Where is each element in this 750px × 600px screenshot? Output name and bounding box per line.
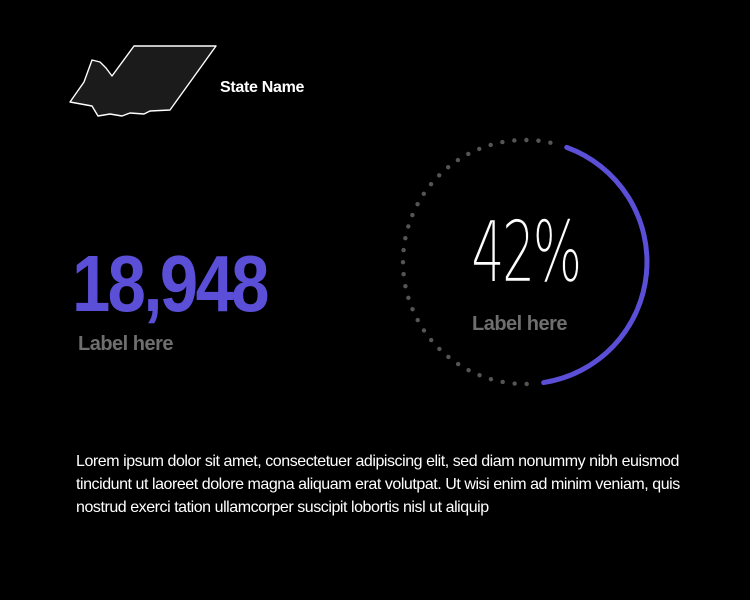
- state-name: State Name: [220, 79, 305, 96]
- gauge-track-dot: [548, 140, 553, 145]
- gauge-percent: 42%: [471, 203, 582, 301]
- gauge-progress-arc: [541, 144, 650, 386]
- stat-value: 18,948: [72, 239, 270, 328]
- body-paragraph: Lorem ipsum dolor sit amet, consectetuer…: [76, 453, 680, 516]
- gauge-track-dot: [477, 146, 482, 152]
- gauge-track-dot: [455, 361, 461, 367]
- gauge-track-dot: [415, 201, 420, 207]
- gauge-track: [400, 137, 553, 387]
- gauge-track-dot: [410, 306, 415, 312]
- gauge-track-dot: [524, 381, 529, 387]
- gauge-track-dot: [410, 212, 415, 218]
- gauge-track-dot: [488, 376, 494, 382]
- gauge-track-dot: [436, 173, 442, 178]
- gauge-track-dot: [488, 142, 493, 148]
- gauge-track-dot: [512, 381, 517, 386]
- gauge-track-dot: [421, 328, 427, 333]
- gauge-track-dot: [445, 165, 451, 170]
- gauge-track-dot: [455, 157, 461, 163]
- gauge-track-dot: [466, 151, 471, 157]
- gauge-label: Label here: [472, 313, 568, 335]
- gauge-track-dot: [400, 259, 406, 265]
- gauge-track-dot: [421, 191, 426, 197]
- gauge-track-dot: [429, 337, 434, 343]
- gauge-track-dot: [512, 138, 517, 143]
- gauge-track-dot: [428, 182, 434, 187]
- gauge-track-dot: [403, 235, 408, 241]
- gauge-track-dot: [446, 354, 451, 360]
- progress-gauge: [400, 137, 650, 387]
- gauge-track-dot: [401, 247, 406, 253]
- gauge-track-dot: [406, 224, 411, 229]
- gauge-track-dot: [401, 272, 406, 277]
- gauge-track-dot: [466, 367, 471, 373]
- gauge-track-dot: [536, 138, 541, 143]
- gauge-track-dot: [406, 295, 411, 301]
- state-map-icon: [69, 45, 217, 117]
- gauge-track-dot: [437, 346, 442, 352]
- stat-label: Label here: [78, 333, 174, 355]
- gauge-track-dot: [500, 379, 505, 385]
- gauge-track-dot: [403, 283, 408, 289]
- gauge-track-dot: [500, 139, 505, 145]
- gauge-track-dot: [415, 317, 420, 323]
- gauge-track-dot: [524, 137, 529, 143]
- gauge-track-dot: [477, 373, 482, 378]
